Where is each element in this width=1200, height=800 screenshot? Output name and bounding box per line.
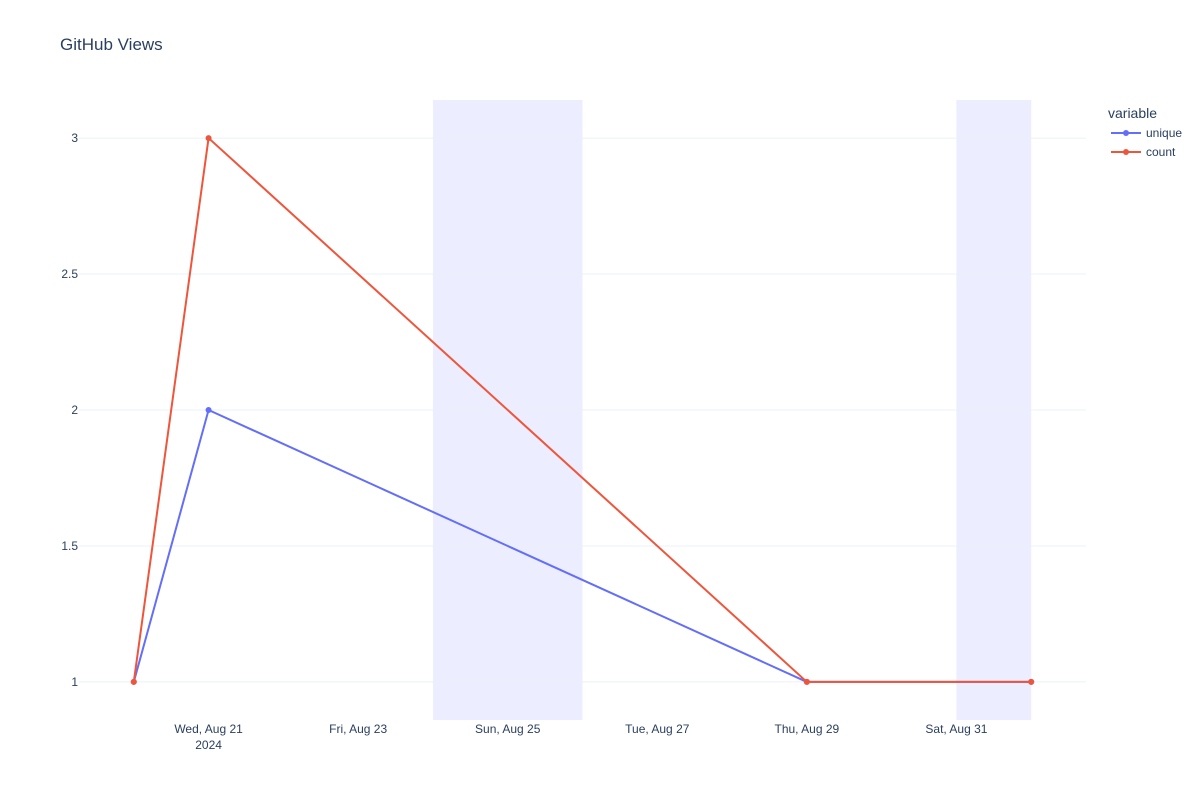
y-tick-label: 2.5: [61, 267, 78, 281]
y-tick-label: 3: [71, 131, 78, 145]
legend-label: count: [1146, 145, 1176, 159]
data-point-count[interactable]: [131, 679, 137, 685]
legend-label: unique: [1146, 126, 1182, 140]
data-point-count[interactable]: [804, 679, 810, 685]
legend-marker: [1123, 130, 1129, 136]
x-tick-label: Sat, Aug 31: [925, 722, 987, 736]
legend[interactable]: variable unique count: [1108, 105, 1182, 159]
legend-item-count[interactable]: count: [1111, 145, 1176, 159]
x-tick-sublabel: 2024: [195, 738, 222, 752]
y-tick-label: 2: [71, 403, 78, 417]
y-tick-label: 1: [71, 675, 78, 689]
y-axis-ticks: 1 1.5 2 2.5 3: [61, 131, 78, 689]
legend-title: variable: [1108, 105, 1157, 121]
chart-title: GitHub Views: [60, 35, 163, 54]
legend-item-unique[interactable]: unique: [1111, 126, 1182, 140]
y-tick-label: 1.5: [61, 539, 78, 553]
legend-marker: [1123, 149, 1129, 155]
x-tick-label: Thu, Aug 29: [774, 722, 839, 736]
x-tick-label: Sun, Aug 25: [475, 722, 541, 736]
x-axis-ticks: Wed, Aug 21 2024 Fri, Aug 23 Sun, Aug 25 Tue…: [174, 722, 987, 752]
x-tick-label: Wed, Aug 21: [174, 722, 243, 736]
x-tick-label: Tue, Aug 27: [625, 722, 690, 736]
data-point-unique[interactable]: [206, 407, 212, 413]
data-point-count[interactable]: [206, 135, 212, 141]
x-tick-label: Fri, Aug 23: [329, 722, 387, 736]
data-point-count[interactable]: [1028, 679, 1034, 685]
